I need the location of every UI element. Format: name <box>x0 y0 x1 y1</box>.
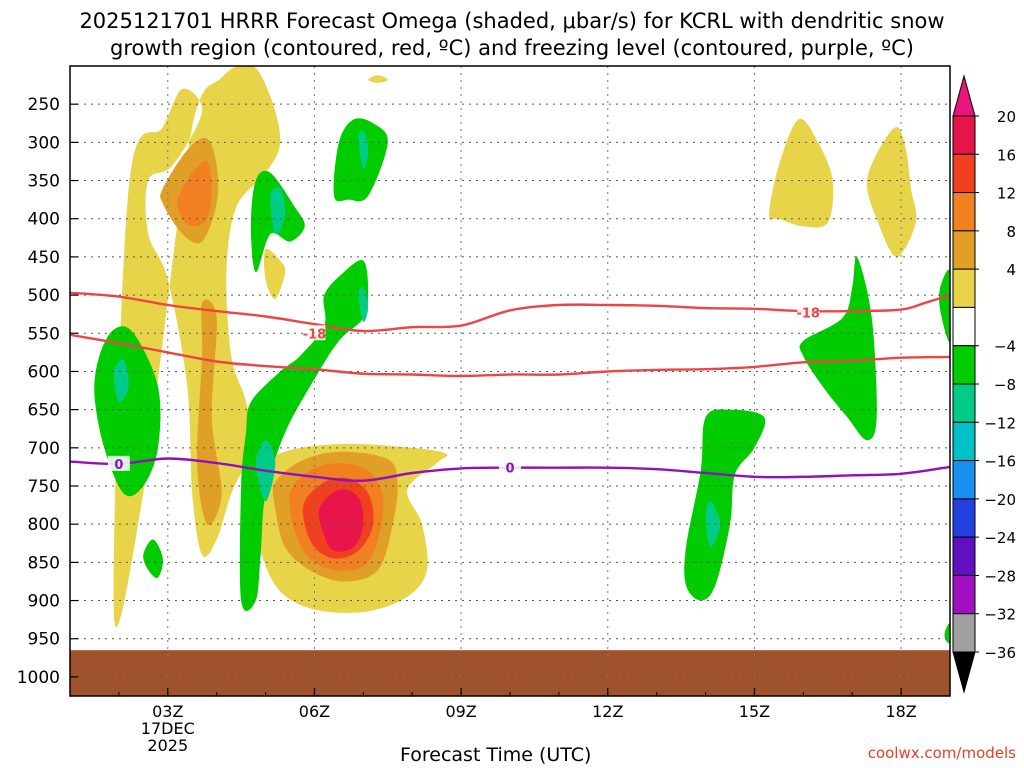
watermark: coolwx.com/models <box>867 744 1016 762</box>
chart-title: 2025121701 HRRR Forecast Omega (shaded, … <box>0 8 1024 62</box>
x-date-label: 2025 <box>147 736 188 755</box>
contour-label-bg <box>499 459 521 475</box>
y-tick-label: 250 <box>28 95 60 115</box>
colorbar-label: −20 <box>984 491 1016 509</box>
colorbar-bin-11 <box>952 536 976 576</box>
omega-region-14 <box>143 539 164 578</box>
contour-label: -18 <box>796 307 820 322</box>
dgz-minus18 <box>70 291 950 333</box>
y-tick-label: 600 <box>28 362 60 382</box>
colorbar-bin-12 <box>952 574 976 615</box>
x-tick-label: 03Z <box>152 702 183 721</box>
colorbar-label: −36 <box>984 644 1016 662</box>
x-tick-label: 12Z <box>592 702 623 721</box>
omega-region-26 <box>358 286 369 323</box>
omega-region-4 <box>866 127 917 257</box>
colorbar-label: 16 <box>997 146 1016 164</box>
colorbar-bin-5 <box>952 306 976 347</box>
omega-shading <box>94 66 950 644</box>
y-tick-label: 700 <box>28 439 60 459</box>
omega-region-5 <box>368 75 388 83</box>
grid-lines <box>70 66 950 696</box>
colorbar-label: −28 <box>984 567 1016 585</box>
title-line-1: 2025121701 HRRR Forecast Omega (shaded, … <box>79 9 945 33</box>
colorbar-label: 4 <box>1006 261 1016 279</box>
omega-region-13 <box>94 326 161 497</box>
omega-region-1 <box>264 248 286 299</box>
colorbar-bin-10 <box>952 498 976 538</box>
omega-region-0 <box>113 66 281 627</box>
omega-region-7 <box>197 299 222 526</box>
colorbar-bin-2 <box>952 192 976 232</box>
y-tick-label: 500 <box>28 286 60 306</box>
x-date-label: 17DEC <box>141 719 195 738</box>
colorbar-bin-7 <box>952 383 976 423</box>
y-tick-label: 950 <box>28 630 60 650</box>
x-tick-label: 15Z <box>739 702 770 721</box>
y-axis: 250 300 350 400 450 500 550 600 650 700 750 800 850 9… <box>17 95 78 688</box>
colorbar-bin-4 <box>952 268 976 308</box>
ground-fill <box>70 650 950 696</box>
title-line-2: growth region (contoured, red, ºC) and f… <box>110 36 914 60</box>
x-tick-label: 18Z <box>885 702 916 721</box>
y-tick-label: 850 <box>28 553 60 573</box>
omega-region-23 <box>270 186 286 235</box>
omega-region-16 <box>239 260 369 611</box>
colorbar-bin-9 <box>952 460 976 500</box>
y-tick-label: 900 <box>28 592 60 612</box>
colorbar-bin-0 <box>952 115 976 155</box>
omega-region-9 <box>177 160 212 227</box>
contour-label-bg <box>107 455 130 471</box>
y-tick-label: 650 <box>28 401 60 421</box>
x-tick-label: 09Z <box>445 702 476 721</box>
contour-label-bg <box>797 304 820 320</box>
colorbar-top-triangle <box>952 74 976 117</box>
colorbar-label: −32 <box>984 606 1016 624</box>
omega-region-3 <box>769 118 834 228</box>
colorbar-label: 8 <box>1006 223 1016 241</box>
colorbar-label: 20 <box>997 108 1016 126</box>
y-tick-label: 550 <box>28 324 60 344</box>
y-tick-label: 750 <box>28 477 60 497</box>
y-tick-label: 400 <box>28 210 60 230</box>
omega-region-19 <box>799 256 877 441</box>
colorbar-bin-1 <box>952 153 976 194</box>
contour-lines: -18 -18 0 0 <box>70 291 950 482</box>
contour-label: 0 <box>505 462 514 477</box>
colorbar-label: −16 <box>984 453 1016 471</box>
contour-label: 0 <box>114 458 123 473</box>
colorbar-bin-3 <box>952 230 976 270</box>
y-tick-label: 350 <box>28 172 60 192</box>
colorbar-label: −8 <box>994 376 1016 394</box>
omega-region-27 <box>705 501 721 548</box>
contour-label-bg <box>303 325 326 341</box>
y-tick-label: 800 <box>28 515 60 535</box>
omega-region-20 <box>939 269 950 342</box>
colorbar: 20 16 12 8 4 −4 −8 −12 −16 −20 −24 −28 −32 −36 <box>952 74 1016 694</box>
colorbar-label: −4 <box>994 338 1016 356</box>
omega-region-25 <box>358 130 369 170</box>
colorbar-label: −24 <box>984 529 1016 547</box>
x-axis-title: Forecast Time (UTC) <box>400 744 592 766</box>
colorbar-label: −12 <box>984 414 1016 432</box>
omega-region-18 <box>684 409 766 601</box>
omega-region-17 <box>333 118 388 202</box>
omega-region-22 <box>113 359 129 403</box>
colorbar-bin-13 <box>952 613 976 653</box>
ground-layer <box>70 650 950 696</box>
colorbar-bin-8 <box>952 421 976 462</box>
y-tick-label: 1000 <box>17 668 60 688</box>
dgz-minus12 <box>70 333 950 378</box>
y-tick-label: 450 <box>28 248 60 268</box>
colorbar-label: 12 <box>997 185 1016 203</box>
omega-region-12 <box>318 489 364 552</box>
colorbar-bin-6 <box>952 345 976 385</box>
x-tick-label: 06Z <box>299 702 330 721</box>
colorbar-bottom-triangle <box>952 651 976 694</box>
contour-label: -18 <box>303 327 327 342</box>
y-tick-label: 300 <box>28 133 60 153</box>
